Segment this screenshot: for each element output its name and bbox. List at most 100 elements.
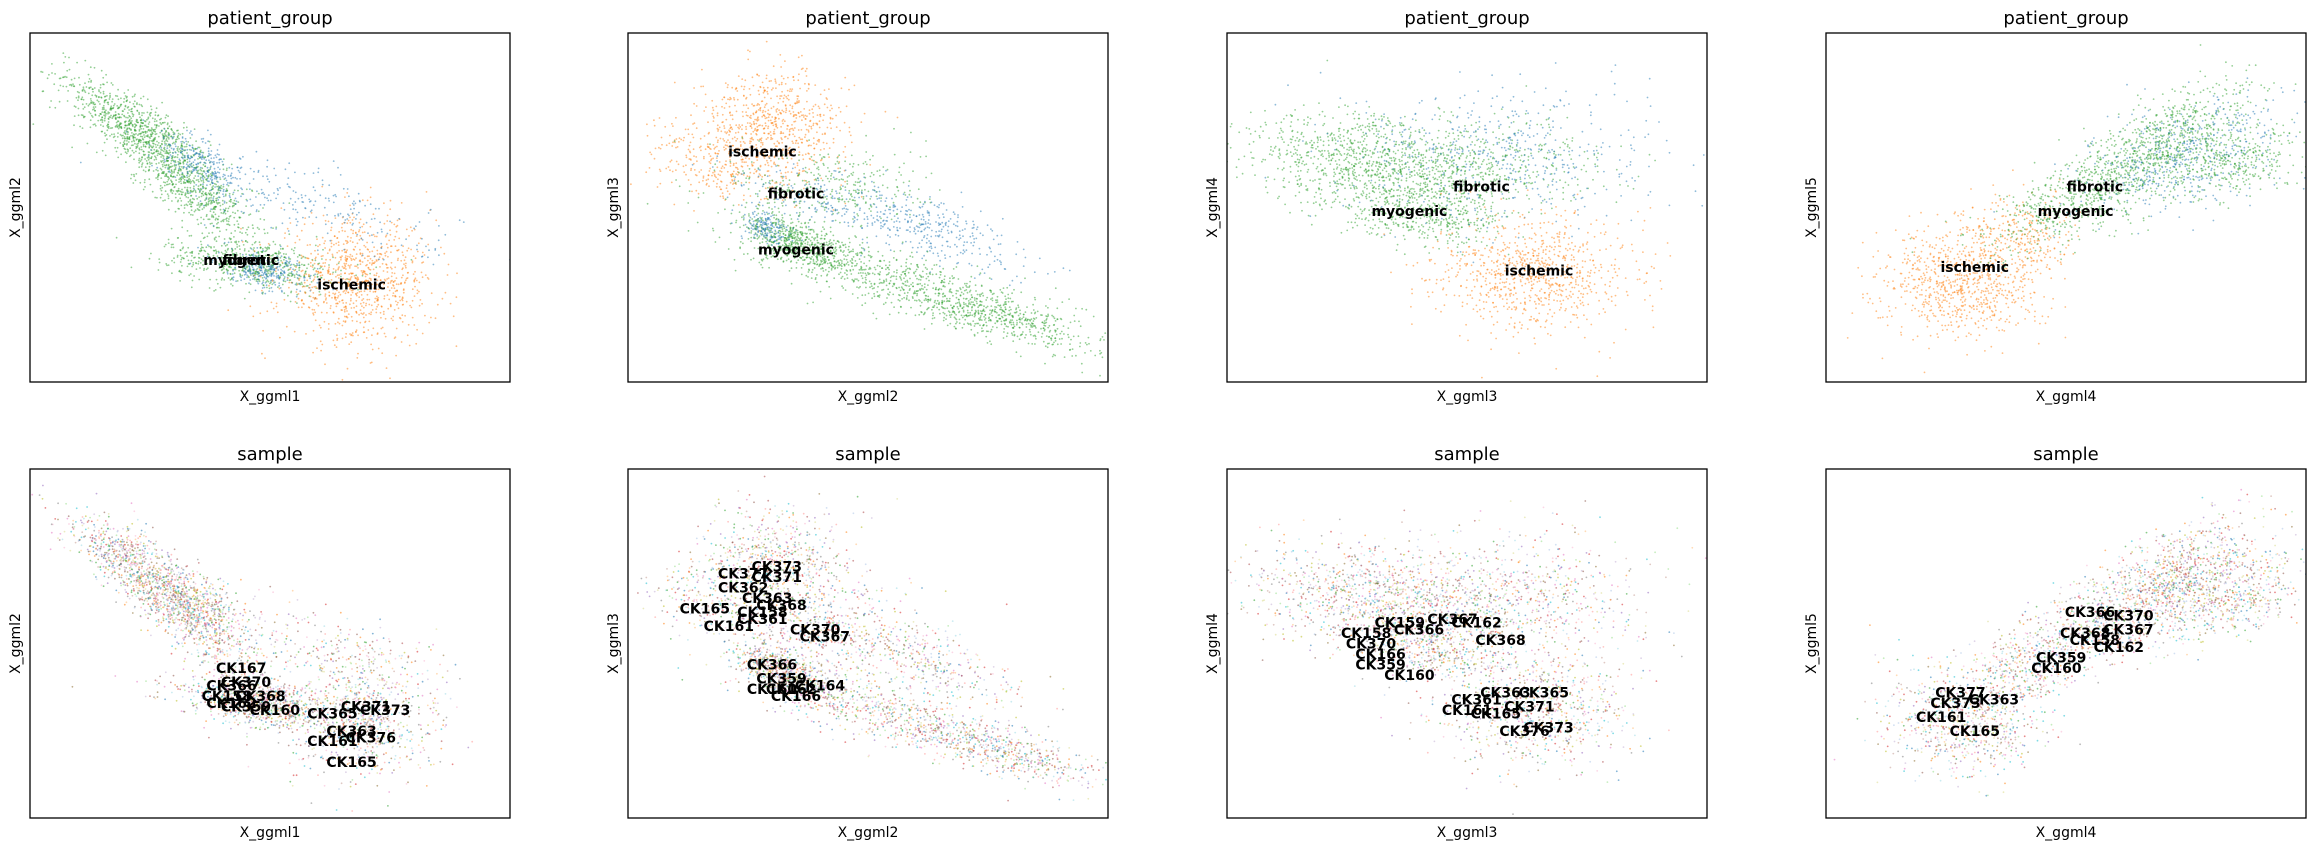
- scatter-point: [363, 312, 365, 314]
- scatter-point: [295, 288, 298, 291]
- scatter-point: [775, 82, 777, 84]
- scatter-point: [268, 265, 271, 268]
- scatter-point: [102, 125, 105, 128]
- scatter-point: [432, 263, 435, 266]
- scatter-point: [794, 166, 797, 169]
- scatter-point: [282, 253, 285, 255]
- scatter-point: [179, 159, 182, 162]
- scatter-point: [338, 266, 340, 268]
- scatter-point: [99, 124, 102, 126]
- scatter-point: [689, 151, 692, 154]
- scatter-point: [116, 116, 119, 119]
- scatter-point: [765, 138, 768, 141]
- scatter-point: [105, 99, 108, 101]
- scatter-point: [273, 167, 276, 170]
- scatter-point: [155, 126, 158, 129]
- scatter-point: [53, 83, 56, 86]
- scatter-point: [372, 213, 375, 216]
- scatter-point: [224, 194, 227, 197]
- scatter-point: [375, 311, 378, 314]
- scatter-point: [209, 133, 212, 136]
- scatter-point: [658, 146, 660, 149]
- scatter-point: [132, 135, 135, 138]
- scatter-point: [264, 196, 266, 199]
- scatter-point: [97, 119, 100, 122]
- scatter-point: [380, 305, 383, 308]
- scatter-point: [73, 115, 76, 117]
- scatter-point: [801, 170, 804, 173]
- scatter-point: [361, 239, 364, 241]
- scatter-point: [142, 119, 145, 122]
- scatter-point: [716, 182, 718, 185]
- scatter-point: [918, 222, 921, 225]
- scatter-point: [250, 274, 252, 276]
- scatter-point: [197, 187, 200, 190]
- scatter-point: [185, 203, 188, 206]
- scatter-point: [104, 111, 107, 114]
- scatter-point: [718, 161, 721, 163]
- scatter-point: [274, 174, 277, 177]
- scatter-point: [101, 111, 104, 113]
- scatter-point: [251, 224, 254, 227]
- scatter-point: [823, 89, 826, 91]
- scatter-point: [366, 199, 369, 202]
- scatter-point: [724, 198, 727, 201]
- scatter-point: [267, 272, 270, 275]
- scatter-point: [696, 160, 698, 163]
- scatter-point: [101, 149, 104, 152]
- scatter-point: [747, 58, 750, 61]
- scatter-point: [214, 249, 217, 252]
- scatter-point: [774, 80, 777, 83]
- scatter-point: [263, 218, 266, 221]
- scatter-point: [675, 116, 677, 119]
- scatter-point: [222, 208, 225, 211]
- scatter-point: [249, 283, 252, 286]
- scatter-point: [150, 156, 153, 158]
- scatter-point: [784, 111, 787, 114]
- scatter-point: [759, 106, 762, 109]
- scatter-point: [292, 190, 295, 192]
- scatter-point: [796, 164, 799, 167]
- scatter-point: [172, 152, 175, 154]
- scatter-point: [123, 97, 126, 100]
- scatter-point: [722, 197, 725, 200]
- scatter-point: [386, 271, 389, 273]
- scatter-point: [358, 296, 361, 299]
- scatter-point: [378, 258, 380, 261]
- scatter-point: [750, 127, 753, 129]
- scatter-point: [126, 127, 129, 130]
- scatter-point: [79, 125, 81, 128]
- scatter-point: [792, 75, 795, 78]
- scatter-point: [266, 259, 268, 262]
- scatter-point: [48, 106, 51, 109]
- scatter-point: [59, 84, 62, 87]
- scatter-point: [821, 157, 823, 160]
- scatter-point: [882, 173, 885, 176]
- scatter-point: [324, 293, 327, 296]
- scatter-point: [153, 159, 156, 161]
- scatter-point: [66, 100, 69, 102]
- scatter-point: [151, 131, 154, 134]
- scatter-point: [181, 264, 183, 267]
- scatter-point: [227, 263, 230, 265]
- scatter-point: [760, 141, 762, 144]
- scatter-point: [356, 282, 359, 285]
- scatter-point: [101, 130, 104, 133]
- scatter-point: [309, 277, 311, 280]
- scatter-point: [263, 203, 266, 206]
- scatter-point: [314, 311, 316, 314]
- scatter-point: [372, 268, 375, 271]
- scatter-point: [186, 161, 189, 164]
- scatter-point: [140, 104, 143, 106]
- scatter-point: [170, 246, 173, 249]
- scatter-point: [127, 141, 130, 143]
- scatter-point: [774, 163, 777, 166]
- scatter-point: [232, 176, 234, 179]
- scatter-point: [807, 145, 810, 147]
- scatter-point: [237, 184, 240, 187]
- scatter-point: [143, 120, 146, 122]
- scatter-point: [148, 257, 151, 260]
- scatter-point: [798, 100, 800, 102]
- scatter-point: [812, 159, 815, 162]
